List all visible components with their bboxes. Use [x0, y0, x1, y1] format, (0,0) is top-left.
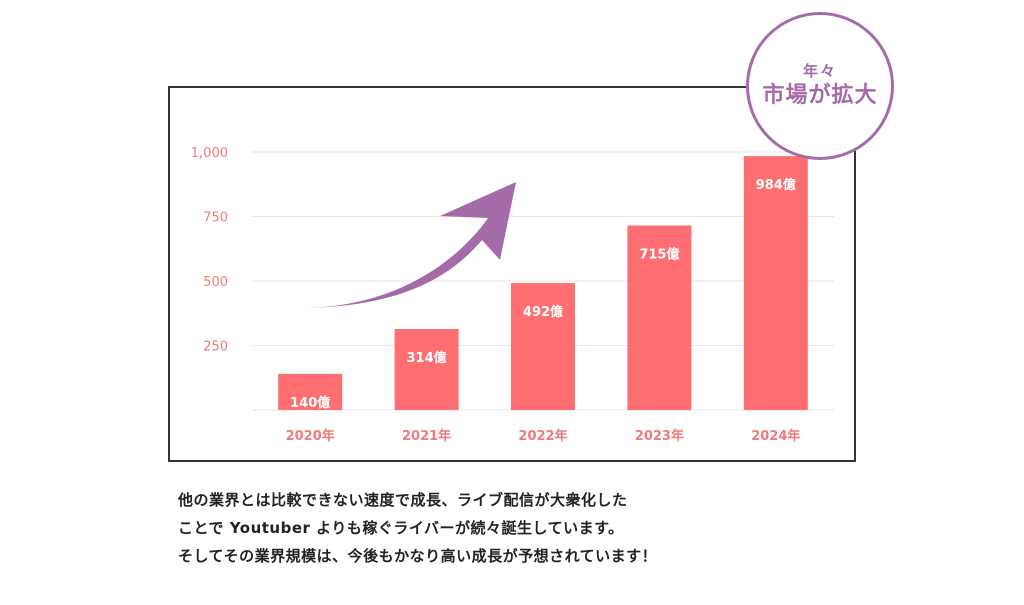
description-text: 他の業界とは比較できない速度で成長、ライブ配信が大衆化した ことで Youtub… [178, 486, 878, 570]
data-label: 715億 [639, 247, 679, 263]
data-label: 984億 [756, 177, 796, 193]
badge-line-1: 年々 [802, 62, 837, 80]
y-tick-label: 500 [203, 275, 228, 290]
x-tick-label: 2021年 [402, 428, 451, 444]
y-tick-label: 1,000 [191, 146, 228, 161]
y-tick-label: 250 [203, 340, 228, 355]
growth-arrow-icon [306, 182, 516, 308]
bar [511, 283, 575, 410]
y-tick-label: 750 [203, 211, 228, 226]
bar [627, 225, 692, 410]
x-tick-label: 2024年 [751, 428, 800, 444]
bar [278, 373, 343, 410]
bar [743, 156, 808, 410]
data-label: 492億 [523, 304, 563, 320]
chart-frame: 250 500 750 1,000 140億 2020年 314億 2021年 492億 2022… [168, 86, 856, 462]
bar-chart: 250 500 750 1,000 140億 2020年 314億 2021年 492億 2022… [191, 146, 834, 444]
description-line-3: そしてその業界規模は、今後もかなり高い成長が予想されています！ [178, 547, 658, 565]
market-growth-badge: 年々 市場が拡大 [746, 12, 894, 160]
badge-line-2: 市場が拡大 [762, 83, 878, 108]
x-tick-label: 2023年 [635, 428, 684, 444]
data-label: 314億 [407, 350, 447, 366]
x-tick-label: 2022年 [518, 428, 567, 444]
description-line-2: ことで Youtuber よりも稼ぐライバーが続々誕生しています。 [178, 519, 624, 537]
x-tick-label: 2020年 [286, 428, 335, 444]
bar [394, 328, 459, 410]
description-line-1: 他の業界とは比較できない速度で成長、ライブ配信が大衆化した [178, 491, 628, 509]
data-label: 140億 [290, 395, 330, 411]
